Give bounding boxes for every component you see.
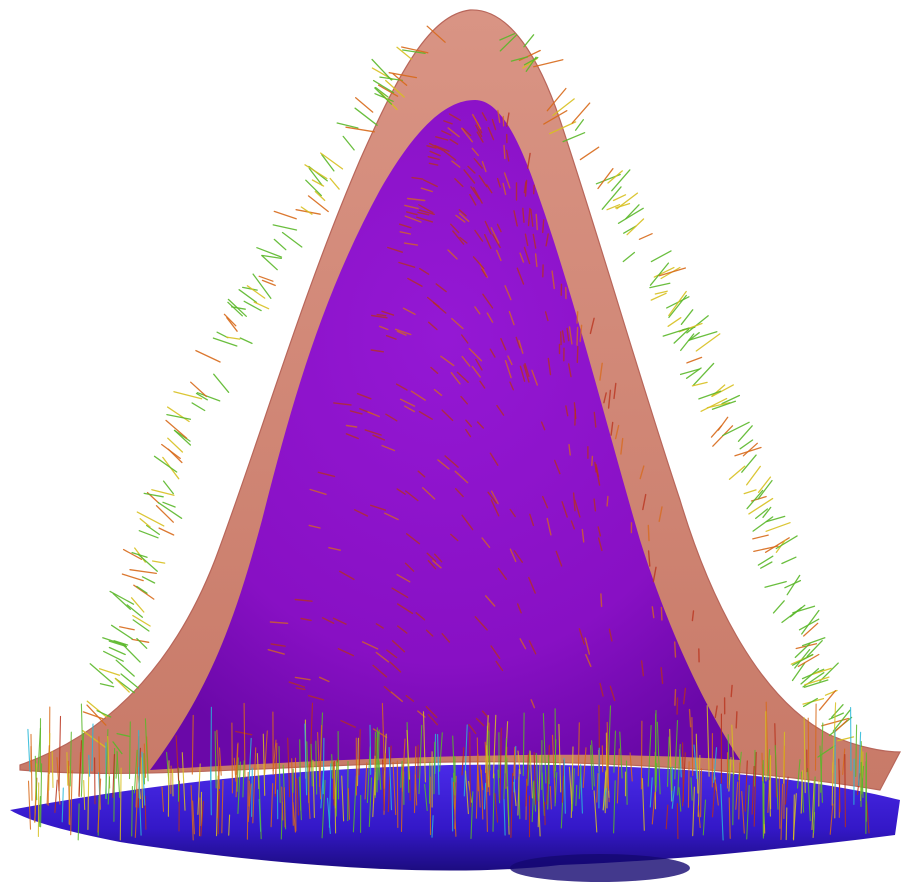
base-shadow bbox=[510, 854, 690, 882]
normal-vectors bbox=[27, 25, 870, 841]
inner-surface bbox=[150, 100, 740, 770]
